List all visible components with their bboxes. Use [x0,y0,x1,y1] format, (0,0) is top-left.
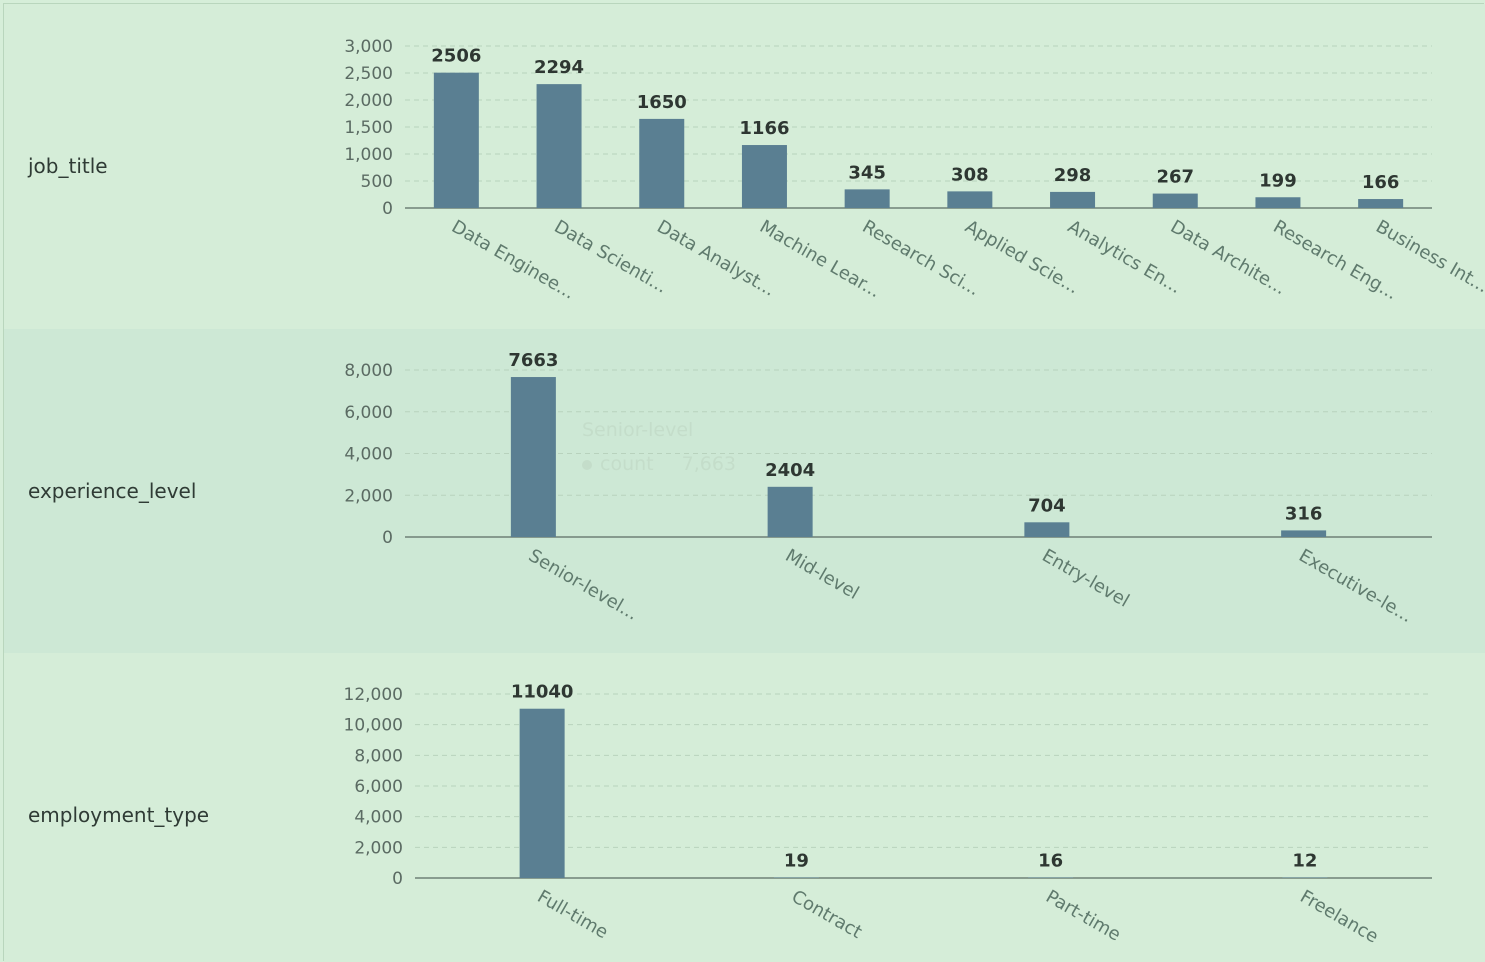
bar[interactable] [844,189,890,208]
bar[interactable] [1050,191,1096,208]
x-tick-label: Freelance [1296,886,1382,947]
y-tick-label: 2,000 [344,486,393,506]
bar-value-label: 7663 [508,350,558,371]
bar-value-label: 2506 [431,46,481,67]
y-tick-label: 12,000 [344,685,403,705]
bar-value-label: 11040 [511,682,574,703]
bar-value-label: 12 [1292,851,1317,872]
y-tick-label: 1,500 [344,118,393,138]
bar-value-label: 166 [1362,172,1400,193]
y-tick-label: 6,000 [354,777,403,797]
y-tick-label: 2,500 [344,64,393,84]
bar[interactable] [773,877,819,879]
bar[interactable] [1152,193,1198,208]
bar[interactable] [947,191,993,208]
bar-value-label: 16 [1038,851,1063,872]
bar-value-label: 316 [1285,503,1323,524]
table-frame [3,3,1484,961]
y-tick-label: 500 [361,172,393,192]
row-employment-type: employment_type [4,653,1485,962]
bar[interactable] [1281,530,1327,537]
y-tick-label: 0 [382,199,393,219]
x-tick-label: Contract [788,886,866,943]
bar[interactable] [1282,877,1328,879]
bar-value-label: 704 [1028,495,1066,516]
bar-value-label: 19 [784,851,809,872]
row-label: experience_level [28,479,197,503]
bar[interactable] [767,486,813,537]
bar[interactable] [741,145,787,208]
y-tick-label: 10,000 [344,716,403,736]
row-experience-level: experience_level Senior-level count 7,663 [4,329,1485,653]
y-tick-label: 1,000 [344,145,393,165]
y-tick-label: 0 [392,869,403,889]
x-tick-label: Full-time [534,886,612,943]
bar-value-label: 199 [1259,170,1297,191]
bar[interactable] [639,118,685,208]
bar-value-label: 345 [848,162,886,183]
y-tick-label: 2,000 [354,838,403,858]
y-tick-label: 2,000 [344,91,393,111]
bar[interactable] [510,377,556,537]
bar-value-label: 267 [1156,167,1194,188]
x-tick-label: Part-time [1042,886,1124,946]
bar-value-label: 2404 [765,460,815,481]
bar-value-label: 1166 [739,118,789,139]
bar[interactable] [1024,522,1070,537]
bar[interactable] [1358,199,1404,208]
y-tick-label: 0 [382,528,393,548]
y-tick-label: 4,000 [354,808,403,828]
bar[interactable] [1255,197,1301,208]
bar-value-label: 308 [951,164,989,185]
y-tick-label: 8,000 [344,361,393,381]
bar[interactable] [519,708,565,878]
bar[interactable] [536,84,582,208]
bar-value-label: 298 [1054,165,1092,186]
y-tick-label: 4,000 [344,445,393,465]
bar[interactable] [433,72,479,209]
row-label: employment_type [28,803,210,827]
y-tick-label: 3,000 [344,37,393,57]
bar-value-label: 1650 [637,92,687,113]
y-tick-label: 8,000 [354,746,403,766]
bar-value-label: 2294 [534,57,584,78]
bar[interactable] [1028,877,1074,879]
y-tick-label: 6,000 [344,403,393,423]
row-label: job_title [28,154,108,178]
